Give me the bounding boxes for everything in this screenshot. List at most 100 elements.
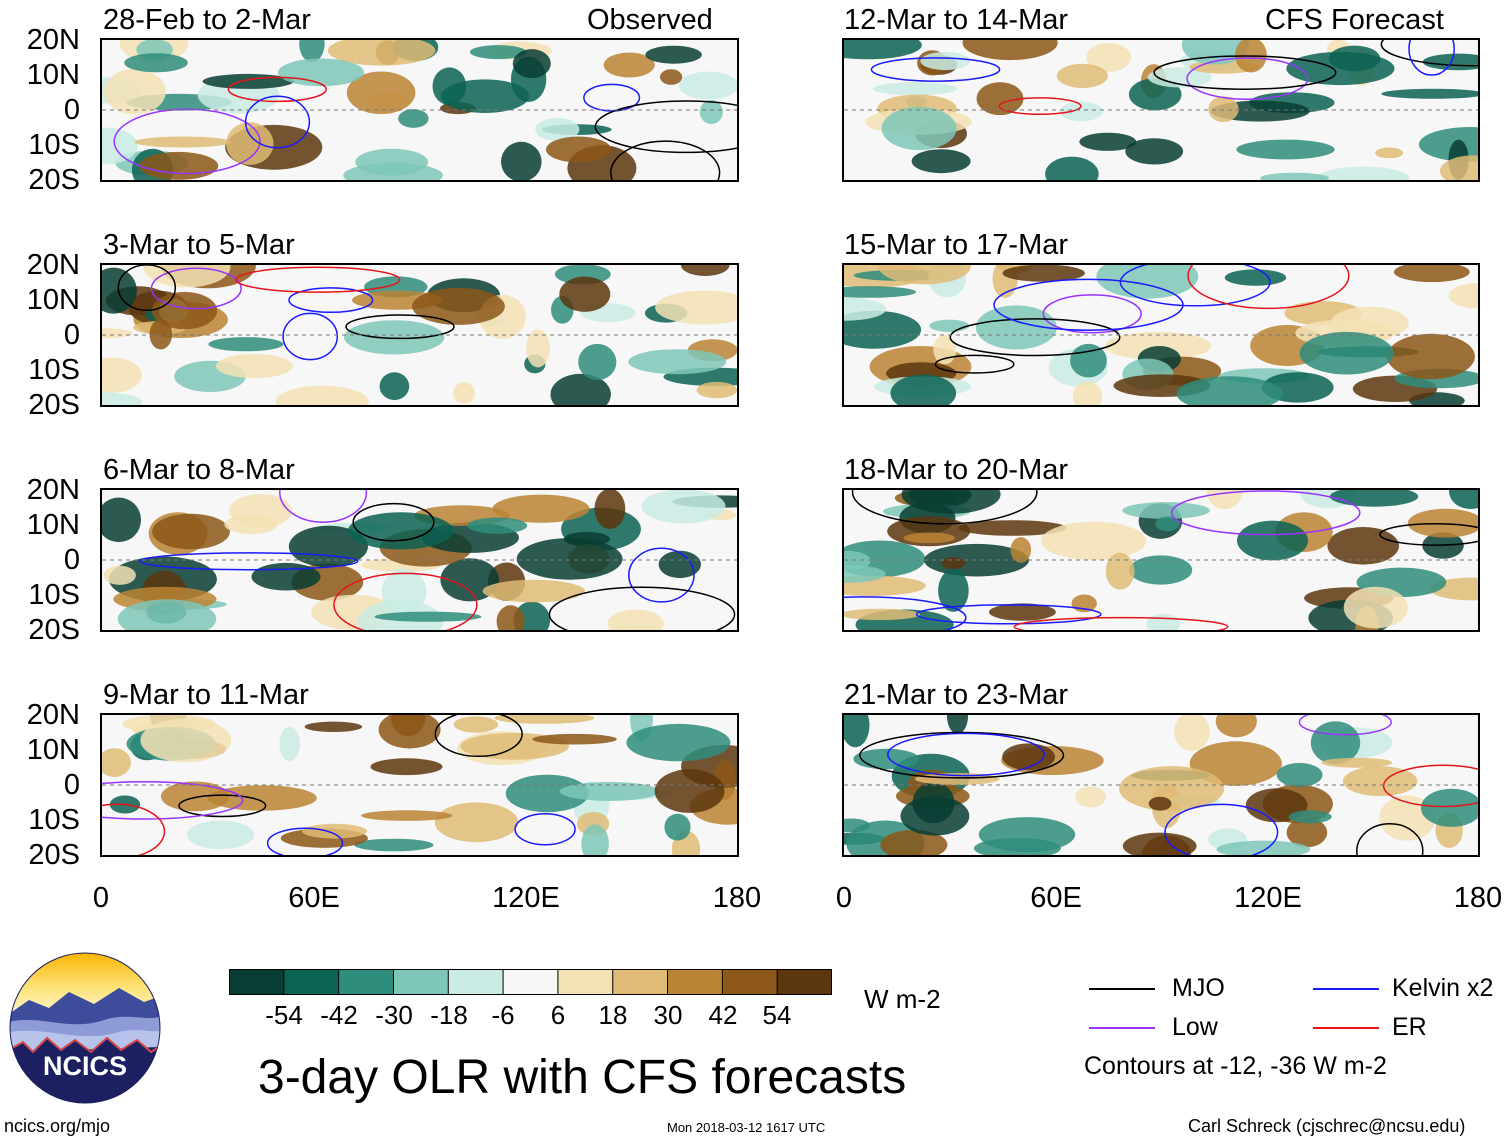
wave-contour [628, 547, 695, 603]
lat-tick: 10S [28, 804, 80, 836]
olr-anomaly-blob [347, 512, 454, 550]
olr-anomaly-blob [434, 802, 519, 843]
colorbar-swatch [448, 969, 504, 995]
lon-tick-left-120: 120E [492, 882, 560, 914]
footer-url[interactable]: ncics.org/mjo [4, 1116, 111, 1136]
lat-tick: 0 [63, 544, 80, 576]
map-panel-7 [842, 488, 1480, 632]
colorbar-level: 42 [708, 1000, 738, 1030]
wave-contour [1186, 57, 1309, 100]
olr-anomaly-blob [102, 127, 138, 165]
olr-anomaly-blob [1071, 594, 1097, 613]
olr-anomaly-blob [1375, 147, 1404, 159]
colorbar-swatch [338, 969, 394, 995]
olr-anomaly-blob [1310, 721, 1361, 765]
lon-tick-left-180: 180 [712, 882, 762, 914]
olr-field [844, 40, 1478, 180]
olr-field [844, 265, 1478, 405]
olr-anomaly-blob [1215, 715, 1257, 738]
olr-anomaly-blob [1059, 101, 1103, 122]
olr-anomaly-blob [535, 118, 580, 141]
olr-anomaly-blob [1208, 96, 1239, 123]
legend-swatch-low [1089, 1027, 1155, 1029]
olr-anomaly-blob [1276, 762, 1323, 787]
olr-anomaly-blob [1299, 331, 1394, 375]
wave-contour [139, 552, 359, 571]
wave-contour [610, 140, 721, 180]
olr-anomaly-blob [1330, 306, 1409, 340]
olr-anomaly-blob [138, 151, 219, 180]
wave-contour [333, 572, 478, 630]
olr-anomaly-blob [344, 320, 445, 355]
olr-field [844, 490, 1478, 630]
olr-anomaly-blob [1381, 88, 1478, 99]
olr-anomaly-blob [1105, 552, 1135, 590]
olr-anomaly-blob [304, 721, 363, 732]
lat-tick: 0 [63, 319, 80, 351]
olr-anomaly-blob [1343, 586, 1408, 629]
wave-contour [870, 57, 1001, 82]
olr-anomaly-blob [1393, 265, 1470, 283]
lon-tick-right-120: 120E [1234, 882, 1302, 914]
olr-anomaly-blob [103, 565, 136, 585]
olr-field [102, 265, 737, 405]
olr-anomaly-blob [102, 497, 141, 543]
colorbar-swatch [667, 969, 723, 995]
lat-tick: 20S [28, 164, 80, 196]
wave-contour [548, 586, 736, 630]
olr-anomaly-blob [946, 715, 969, 734]
panel-5-title: 12-Mar to 14-Mar [844, 4, 1069, 36]
colorbar-level: -42 [320, 1000, 358, 1030]
olr-anomaly-blob [903, 532, 956, 544]
olr-anomaly-blob [302, 823, 368, 839]
olr-anomaly-blob [546, 136, 612, 163]
olr-anomaly-blob [881, 106, 957, 151]
olr-anomaly-blob [559, 276, 611, 312]
wave-contour [1408, 40, 1455, 76]
olr-anomaly-blob [938, 569, 969, 612]
map-panel-6 [842, 263, 1480, 407]
colorbar-border [229, 969, 832, 995]
olr-anomaly-blob [152, 513, 230, 550]
wave-contour [859, 731, 1065, 779]
map-panel-2 [100, 263, 739, 407]
map-panel-5 [842, 38, 1480, 182]
olr-anomaly-blob [1236, 139, 1335, 160]
colorbar-swatch [229, 969, 285, 995]
olr-anomaly-blob [626, 723, 731, 762]
panel-3-title: 6-Mar to 8-Mar [103, 454, 295, 486]
olr-anomaly-blob [660, 69, 683, 85]
olr-anomaly-blob [1129, 555, 1193, 585]
lat-tick: 10S [28, 129, 80, 161]
olr-anomaly-blob [1122, 502, 1210, 519]
lat-tick: 10N [26, 509, 80, 541]
olr-anomaly-blob [186, 820, 255, 850]
panel-5-tag: CFS Forecast [1265, 4, 1444, 36]
olr-field [844, 715, 1478, 855]
wave-contour [113, 108, 261, 175]
olr-anomaly-blob [941, 557, 966, 569]
colorbar-level: 6 [550, 1000, 566, 1030]
wave-contour [1013, 616, 1229, 630]
olr-anomaly-blob [512, 49, 551, 79]
wave-contour [102, 803, 166, 855]
olr-anomaly-blob [505, 774, 589, 813]
olr-anomaly-blob [594, 490, 626, 529]
olr-anomaly-blob [900, 796, 970, 836]
wave-contour [1042, 294, 1142, 334]
olr-field [102, 715, 737, 855]
wave-contour [1382, 764, 1478, 808]
olr-anomaly-blob [658, 550, 701, 579]
panel-1-title: 28-Feb to 2-Mar [103, 4, 311, 36]
lat-tick: 10S [28, 354, 80, 386]
olr-anomaly-blob [215, 354, 293, 379]
olr-anomaly-blob [251, 562, 321, 591]
colorbar-level: -18 [430, 1000, 468, 1030]
wave-contour [1119, 265, 1271, 307]
olr-anomaly-blob [1439, 155, 1478, 180]
wave-contour [851, 490, 1038, 525]
olr-anomaly-blob [327, 40, 436, 66]
wave-contour [949, 318, 1121, 357]
colorbar-units: W m-2 [864, 984, 941, 1014]
wave-contour [583, 83, 641, 112]
